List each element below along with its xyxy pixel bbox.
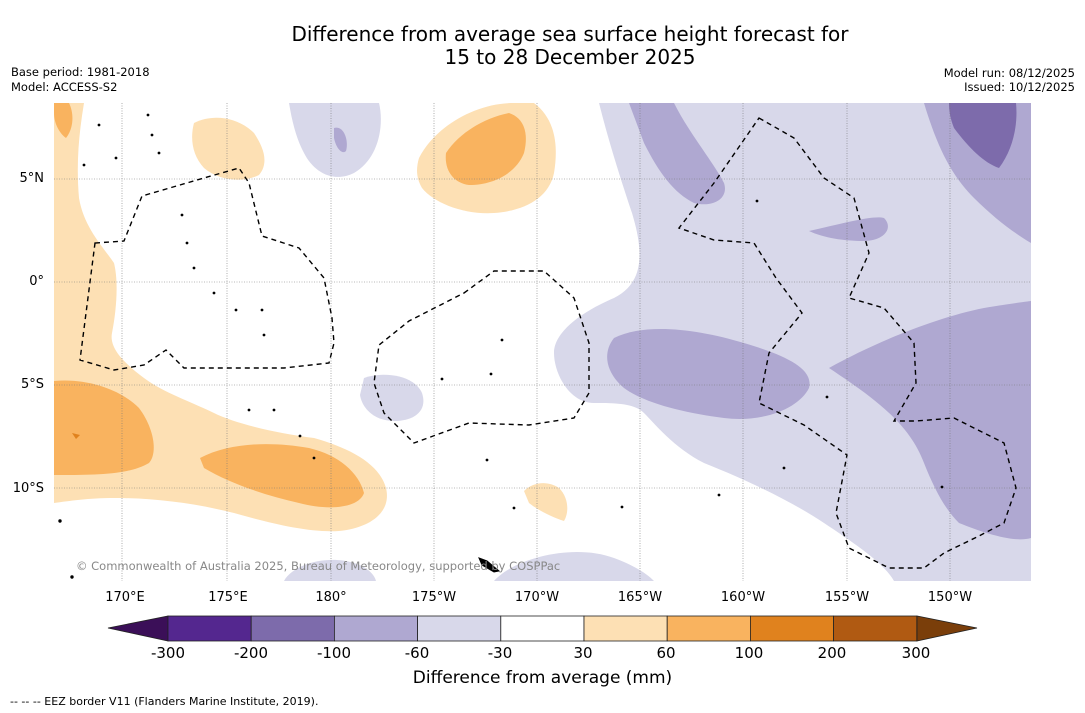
colorbar-segment <box>833 615 918 642</box>
colorbar-tick: 300 <box>901 644 931 662</box>
lon-label-165w: 165°W <box>617 590 663 605</box>
lon-label-150w: 150°W <box>927 590 973 605</box>
contour-orange-corner <box>54 103 73 138</box>
lat-label-5s: 5°S <box>20 377 44 392</box>
colorbar-segment <box>250 615 335 642</box>
anomaly-map <box>54 103 1031 581</box>
eez-border-tokelau <box>373 270 590 444</box>
contour-medium-purple-streak <box>809 217 888 241</box>
map-title-line2: 15 to 28 December 2025 <box>444 45 696 69</box>
eez-border-kiribati-west <box>79 167 335 371</box>
colorbar-segments <box>167 615 918 642</box>
colorbar-tick: 30 <box>573 644 593 662</box>
colorbar-tick: -100 <box>316 644 352 662</box>
map-title-line1: Difference from average sea surface heig… <box>291 22 849 46</box>
lon-label-170w: 170°W <box>514 590 560 605</box>
islands <box>58 113 944 579</box>
lat-label-5n: 5°N <box>19 171 45 186</box>
colorbar-tick: 60 <box>656 644 676 662</box>
lon-label-155w: 155°W <box>824 590 870 605</box>
contour-dark-orange-speck <box>72 433 80 439</box>
contour-light-purple-south2 <box>494 551 654 581</box>
colorbar-over-triangle <box>916 615 978 642</box>
colorbar-segment <box>750 615 835 642</box>
contour-light-orange-north <box>192 117 265 180</box>
lon-label-175w: 175°W <box>411 590 457 605</box>
contour-light-purple-small <box>360 374 424 421</box>
eez-border-line-islands <box>677 117 1017 569</box>
contour-light-orange-small <box>524 483 568 521</box>
colorbar-segment <box>500 615 585 642</box>
gridlines <box>54 103 1031 581</box>
lat-label-10s: 10°S <box>12 481 44 496</box>
model-run-label: Model run: 08/12/2025 <box>943 66 1075 80</box>
contour-medium-purple-north <box>629 103 725 205</box>
colorbar-segment <box>167 615 252 642</box>
colorbar-segment <box>666 615 751 642</box>
eez-legend-note: -- -- -- EEZ border V11 (Flanders Marine… <box>10 695 319 708</box>
contour-orange-south <box>200 444 364 508</box>
lon-label-175e: 175°E <box>208 590 248 605</box>
colorbar-segment <box>333 615 418 642</box>
contour-medium-purple-center <box>607 328 810 419</box>
copyright-notice: © Commonwealth of Australia 2025, Bureau… <box>76 559 561 573</box>
colorbar-segment <box>417 615 502 642</box>
eez-borders <box>79 117 1017 569</box>
lon-label-160w: 160°W <box>720 590 766 605</box>
colorbar-tick: -300 <box>150 644 186 662</box>
colorbar-tick: -30 <box>487 644 513 662</box>
contour-light-purple-south <box>284 559 376 581</box>
colorbar-tick: -60 <box>404 644 430 662</box>
colorbar-tick: 200 <box>817 644 847 662</box>
contour-orange-west <box>54 380 154 475</box>
contour-orange-north <box>445 113 526 185</box>
colorbar-under-triangle <box>107 615 169 642</box>
colorbar <box>107 615 978 642</box>
issued-label: Issued: 10/12/2025 <box>964 80 1075 94</box>
colorbar-title: Difference from average (mm) <box>412 668 673 688</box>
base-period-label: Base period: 1981-2018 <box>11 65 150 79</box>
colorbar-segment <box>583 615 668 642</box>
contour-medium-purple-small <box>334 127 347 153</box>
map-canvas <box>54 103 1031 581</box>
colorbar-tick: 100 <box>734 644 764 662</box>
lon-label-170e: 170°E <box>105 590 145 605</box>
contour-dark-purple <box>949 103 1017 168</box>
lon-label-180: 180° <box>315 590 347 605</box>
lat-label-0: 0° <box>29 274 44 289</box>
colorbar-tick: -200 <box>233 644 269 662</box>
model-label: Model: ACCESS-S2 <box>11 80 118 94</box>
contour-light-purple-east <box>554 103 1031 581</box>
